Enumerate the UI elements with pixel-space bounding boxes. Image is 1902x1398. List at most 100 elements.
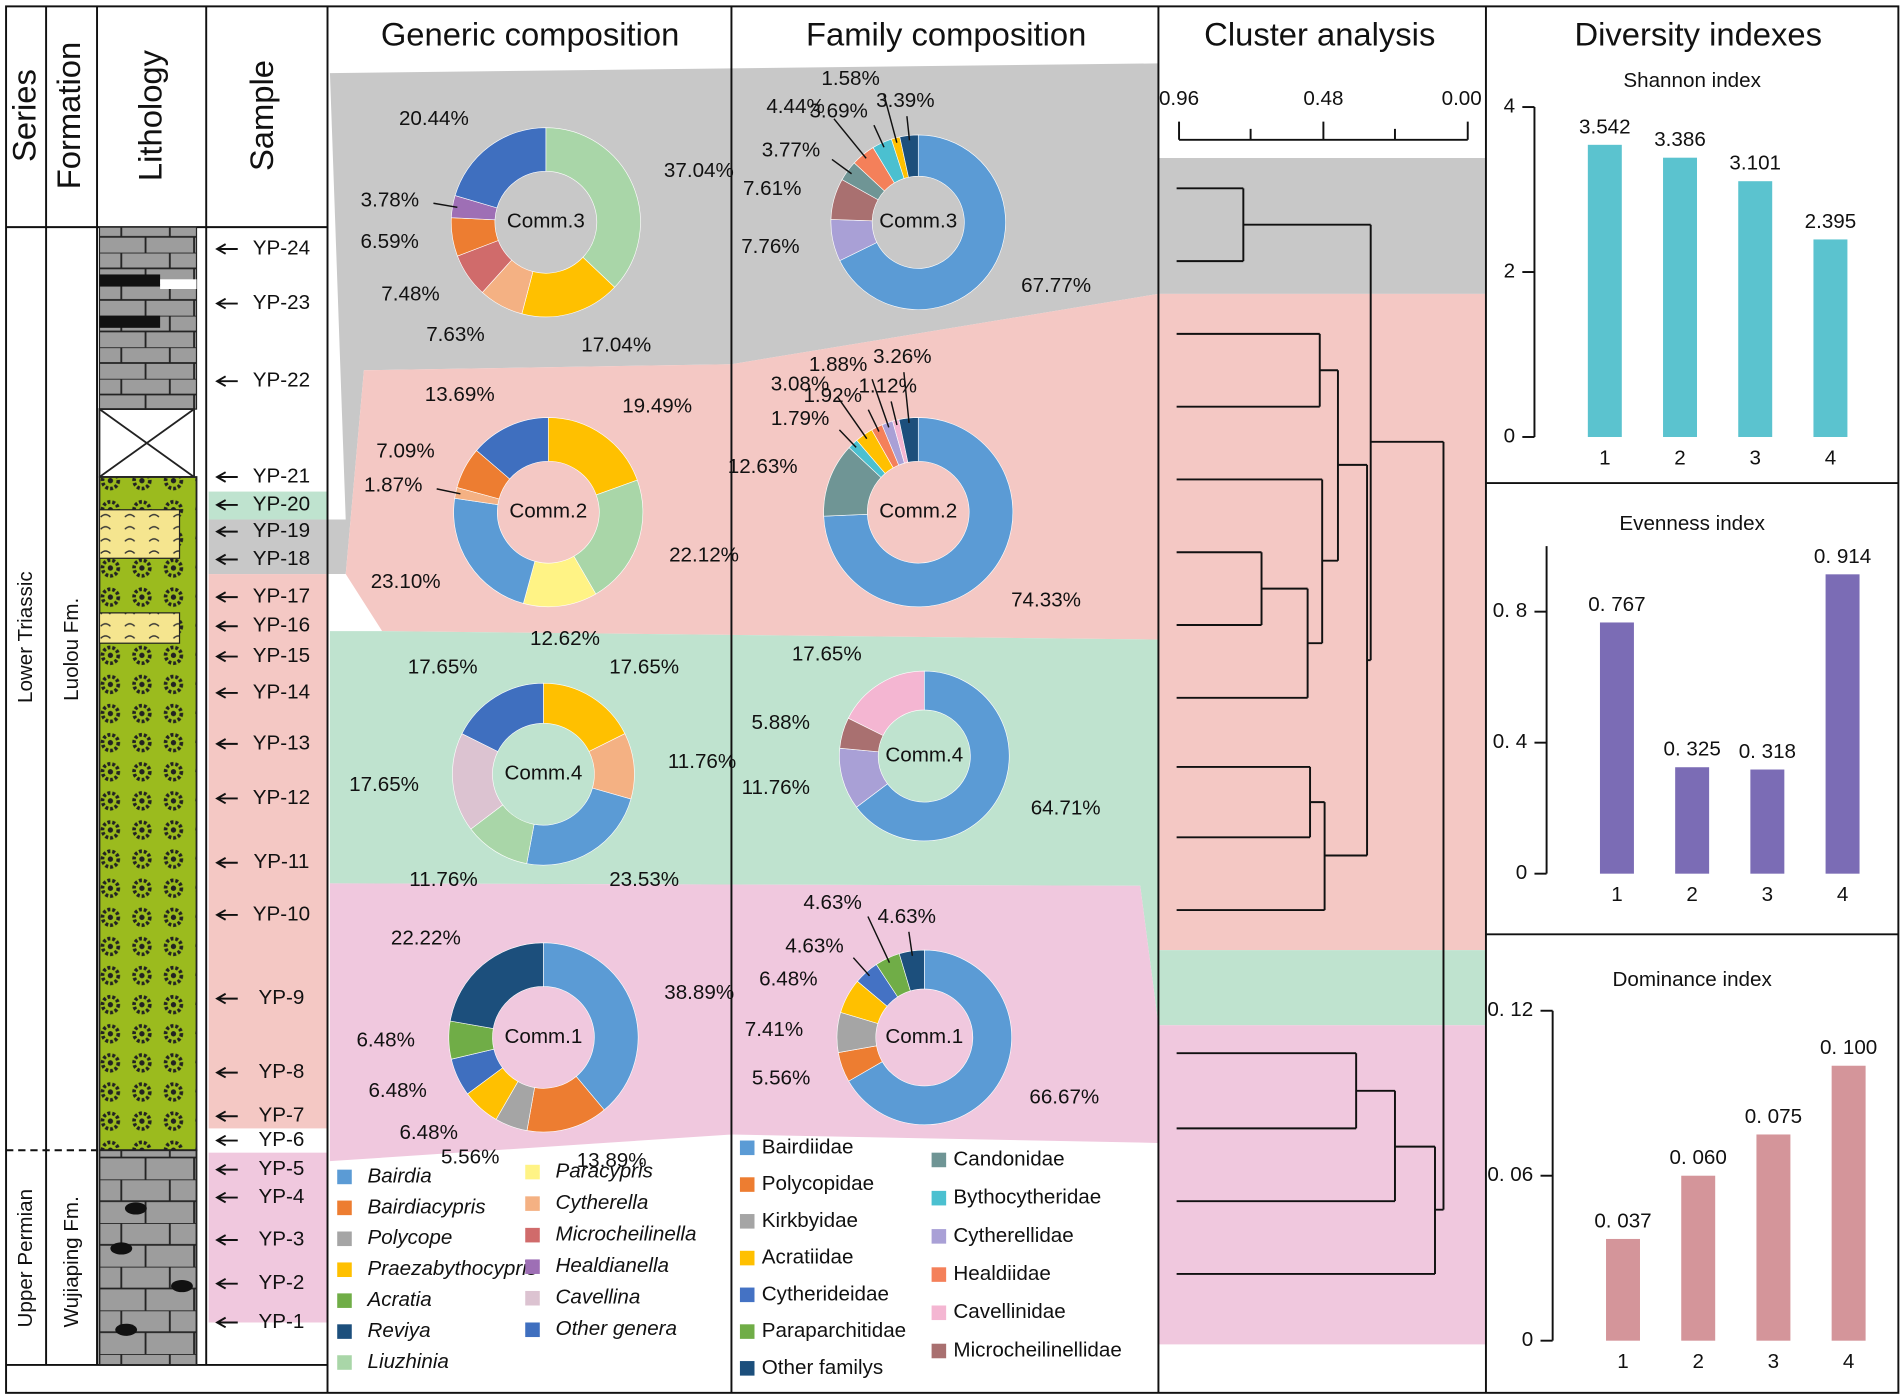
bar-value-label: 0. 325: [1663, 738, 1720, 761]
sample-label: YP-7: [259, 1104, 305, 1127]
sample-arrow: [215, 243, 238, 255]
legend-swatch: [337, 1324, 352, 1339]
leader-line: [836, 396, 868, 440]
legend-label: Microcheilinella: [556, 1223, 697, 1246]
legend-swatch: [739, 1177, 755, 1192]
legend-label: Acratiidae: [762, 1246, 854, 1269]
sample-arrow: [215, 620, 238, 632]
legend-swatch: [739, 1250, 755, 1266]
legend-label: Cytherideidae: [762, 1282, 889, 1305]
x-tick-label: 2: [1674, 446, 1685, 469]
legend-label: Bairdiacypris: [368, 1195, 486, 1218]
slice-label: 5.56%: [752, 1066, 810, 1089]
slice-label: 7.63%: [426, 323, 484, 346]
slice-label: 1.87%: [364, 473, 422, 496]
legend-swatch: [525, 1322, 540, 1338]
legend-label: Microcheilinellidae: [953, 1338, 1121, 1361]
legend-label: Paracypris: [556, 1160, 653, 1183]
bar: [1599, 622, 1634, 874]
bar: [1738, 181, 1773, 437]
legend-label: Bythocytheridae: [953, 1186, 1101, 1209]
donut-center-label: Comm.3: [507, 210, 585, 233]
sample-arrow: [215, 1234, 238, 1246]
legend-label: Kirkbyidae: [762, 1209, 858, 1232]
x-tick-label: 2: [1692, 1350, 1703, 1373]
legend-label: Cavellina: [556, 1286, 641, 1309]
slice-label: 3.39%: [876, 89, 934, 112]
sample-label: YP-9: [259, 986, 305, 1009]
lithology-column: [98, 226, 198, 1366]
leader-line: [852, 957, 871, 977]
sample-label: YP-22: [253, 369, 310, 392]
slice-label: 19.49%: [622, 394, 692, 417]
sample-arrow: [215, 687, 238, 699]
legend-swatch: [931, 1229, 947, 1244]
legend-label: Bairdiidae: [762, 1135, 854, 1158]
sample-arrow: [215, 909, 238, 921]
sample-arrow: [215, 792, 238, 805]
sample-label: YP-6: [259, 1128, 305, 1151]
legend-label: Cavellinidae: [953, 1300, 1065, 1323]
donut-slice: [839, 134, 1006, 310]
dendrogram: [1176, 121, 1469, 1275]
bar-value-label: 0. 767: [1588, 593, 1645, 616]
y-tick-label: 0. 4: [1493, 730, 1527, 753]
donut-center-label: Comm.2: [509, 500, 587, 523]
x-tick-label: 1: [1611, 883, 1622, 906]
slice-label: 3.08%: [771, 372, 829, 395]
y-tick-label: 0: [1522, 1328, 1533, 1351]
sample-arrow: [215, 738, 238, 750]
donut-slice: [545, 127, 641, 288]
sample-label: YP-19: [253, 519, 310, 542]
legend-label: Praezabythocypris: [368, 1257, 538, 1280]
chart-title: Shannon index: [1623, 69, 1761, 92]
bar-value-label: 0. 100: [1820, 1036, 1877, 1059]
slice-label: 6.48%: [399, 1121, 457, 1144]
legend-swatch: [931, 1305, 947, 1321]
header: Formation: [50, 42, 87, 189]
leader-line: [908, 931, 914, 956]
y-tick-label: 2: [1504, 259, 1515, 282]
legend-swatch: [931, 1152, 947, 1168]
slice-label: 38.89%: [664, 981, 734, 1004]
sample-arrow: [215, 1110, 238, 1122]
sample-label: YP-14: [253, 680, 310, 703]
header: Sample: [243, 60, 280, 171]
slice-label: 6.48%: [368, 1079, 426, 1102]
y-tick-label: 0: [1516, 861, 1527, 884]
header: Family composition: [806, 15, 1086, 52]
legend-swatch: [337, 1169, 352, 1185]
bar: [1831, 1065, 1866, 1341]
leader-line: [867, 409, 880, 432]
sample-label: YP-8: [259, 1060, 305, 1083]
donut-slice: [449, 942, 544, 1029]
slice-label: 7.09%: [376, 439, 434, 462]
slice-label: 6.48%: [759, 967, 817, 990]
formation-label: Luolou Fm.: [60, 598, 83, 701]
slice-label: 6.48%: [356, 1029, 414, 1052]
donut-slice: [848, 949, 1012, 1126]
sample-arrow: [215, 1277, 238, 1290]
cluster-scale-label: 0.96: [1159, 87, 1199, 110]
legend-label: Other genera: [556, 1317, 677, 1340]
donut-slice: [898, 949, 925, 992]
header: Series: [5, 69, 42, 162]
sample-arrow: [215, 471, 238, 483]
leader-line: [906, 116, 911, 141]
slice-label: 12.62%: [530, 627, 600, 650]
sample-label: YP-11: [254, 850, 310, 873]
slice-label: 7.48%: [381, 282, 439, 305]
slice-label: 17.65%: [349, 773, 419, 796]
legend-swatch: [739, 1214, 755, 1229]
slice-label: 5.56%: [441, 1146, 499, 1169]
donut-slice: [573, 479, 644, 595]
legend-label: Polycope: [368, 1226, 453, 1249]
sample-arrow: [215, 1163, 238, 1176]
sample-arrow: [215, 499, 238, 511]
sample-arrow: [215, 553, 238, 566]
bar-value-label: 0. 914: [1814, 545, 1871, 568]
slice-label: 13.89%: [577, 1149, 647, 1172]
legend-label: Cytherellidae: [953, 1224, 1073, 1247]
legend-swatch: [931, 1190, 947, 1206]
sample-label: YP-13: [253, 731, 310, 754]
